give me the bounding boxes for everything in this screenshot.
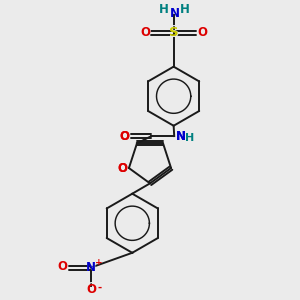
Text: N: N bbox=[170, 7, 180, 20]
Text: O: O bbox=[86, 283, 96, 296]
Text: N: N bbox=[85, 260, 96, 275]
Text: O: O bbox=[196, 25, 208, 40]
Text: O: O bbox=[140, 26, 150, 39]
Text: O: O bbox=[119, 130, 129, 142]
Text: S: S bbox=[169, 26, 178, 39]
Text: H: H bbox=[185, 134, 195, 143]
Text: N: N bbox=[176, 130, 186, 142]
Text: O: O bbox=[118, 129, 130, 144]
Text: O: O bbox=[139, 25, 151, 40]
Text: O: O bbox=[57, 260, 67, 273]
Text: -: - bbox=[98, 283, 102, 293]
Text: N: N bbox=[170, 6, 181, 21]
Text: O: O bbox=[85, 282, 97, 297]
Text: N: N bbox=[176, 129, 187, 144]
Text: O: O bbox=[56, 259, 68, 274]
Text: O: O bbox=[119, 130, 129, 142]
Text: H: H bbox=[159, 3, 169, 16]
Text: O: O bbox=[117, 162, 128, 175]
Text: N: N bbox=[176, 130, 186, 142]
Text: +: + bbox=[95, 258, 103, 267]
Text: S: S bbox=[169, 25, 179, 40]
Text: O: O bbox=[117, 162, 128, 175]
Text: O: O bbox=[117, 160, 128, 175]
Text: N: N bbox=[86, 261, 96, 274]
Text: O: O bbox=[197, 26, 207, 39]
Text: H: H bbox=[180, 3, 190, 16]
